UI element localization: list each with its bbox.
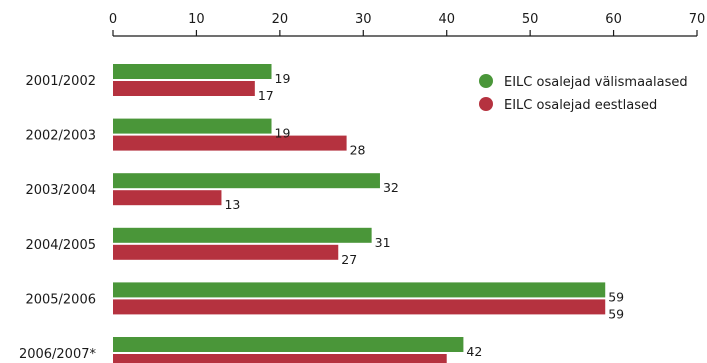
value-label: 27: [341, 252, 357, 267]
value-label: 59: [608, 289, 624, 304]
bar-estonian: [113, 299, 606, 315]
x-tick-label: 70: [689, 12, 706, 27]
value-label: 28: [350, 143, 366, 158]
bar-estonian: [113, 135, 347, 151]
x-tick-label: 30: [355, 12, 372, 27]
bar-foreign: [113, 118, 272, 134]
category-labels: 2001/2002 2002/2003 2003/2004 2004/2005 2005…: [19, 74, 97, 362]
value-label: 13: [224, 197, 240, 212]
value-label: 42: [466, 344, 482, 359]
bars: [113, 64, 606, 363]
legend-marker: [479, 97, 493, 111]
bar-foreign: [113, 227, 372, 243]
legend-marker: [479, 74, 493, 88]
bar-estonian: [113, 354, 447, 363]
x-tick-label: 50: [522, 12, 539, 27]
x-tick-label: 40: [438, 12, 455, 27]
value-label: 59: [608, 306, 624, 321]
category-label: 2005/2006: [25, 292, 96, 307]
category-label: 2003/2004: [25, 183, 96, 198]
x-axis: 0 10 20 30 40 50 60 70: [109, 12, 706, 37]
bar-foreign: [113, 282, 606, 298]
x-tick-label: 0: [109, 12, 117, 27]
bar-foreign: [113, 64, 272, 79]
value-label: 40: [450, 361, 466, 363]
legend: EILC osalejad välismaalased EILC osalejad…: [479, 74, 688, 113]
value-label: 32: [383, 180, 399, 195]
legend-label: EILC osalejad välismaalased: [504, 75, 688, 90]
bar-estonian: [113, 190, 222, 206]
category-label: 2004/2005: [25, 238, 96, 253]
x-tick-label: 10: [188, 12, 205, 27]
category-label: 2006/2007*: [19, 347, 97, 362]
category-label: 2001/2002: [25, 74, 96, 89]
bar-foreign: [113, 337, 464, 352]
value-label: 31: [375, 235, 391, 250]
value-label: 19: [275, 126, 291, 141]
value-labels: 191719283213312759594240: [224, 71, 624, 363]
bar-foreign: [113, 173, 380, 189]
x-tick-label: 60: [605, 12, 622, 27]
bar-estonian: [113, 244, 339, 260]
value-label: 19: [275, 71, 291, 86]
value-label: 17: [258, 88, 274, 103]
bar-estonian: [113, 81, 255, 96]
x-tick-label: 20: [272, 12, 289, 27]
legend-label: EILC osalejad eestlased: [504, 98, 657, 113]
category-label: 2002/2003: [25, 129, 96, 144]
